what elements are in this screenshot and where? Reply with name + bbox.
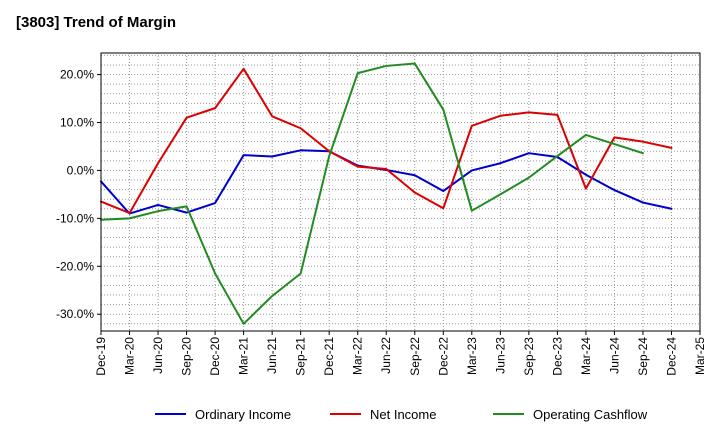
x-tick-label: Dec-22	[436, 337, 450, 376]
x-tick-label: Jun-24	[607, 337, 621, 374]
x-tick-label: Jun-22	[379, 337, 393, 374]
x-tick-label: Sep-24	[636, 337, 650, 376]
y-tick-label: 0.0%	[67, 163, 95, 177]
x-tick-label: Sep-23	[522, 337, 536, 376]
x-tick-label: Mar-22	[351, 337, 365, 375]
x-tick-label: Dec-20	[208, 337, 222, 376]
series-line-net-income	[100, 67, 673, 215]
x-axis: Dec-19 Mar-20 Jun-20 Sep-20 Dec-20 Mar-21 Jun-…	[94, 331, 707, 376]
y-tick-label: -10.0%	[56, 211, 94, 225]
plot-frame	[100, 52, 701, 332]
x-tick-label: Jun-23	[493, 337, 507, 374]
x-tick-label: Sep-22	[408, 337, 422, 376]
x-tick-label: Mar-23	[465, 337, 479, 375]
x-tick-label: Mar-25	[693, 337, 707, 375]
legend: Ordinary Income Net Income Operating Cashf…	[155, 407, 648, 422]
x-tick-label: Sep-21	[294, 337, 308, 376]
grid-lines	[100, 53, 701, 331]
x-tick-label: Dec-23	[550, 337, 564, 376]
x-tick-label: Mar-21	[237, 337, 251, 375]
y-tick-label: -20.0%	[56, 259, 94, 273]
series-lines	[100, 62, 673, 325]
x-tick-label: Mar-24	[579, 337, 593, 375]
x-tick-label: Sep-20	[180, 337, 194, 376]
x-tick-label: Dec-24	[664, 337, 678, 376]
plot-area	[101, 53, 700, 331]
x-tick-label: Dec-19	[94, 337, 108, 376]
y-tick-label: -30.0%	[56, 307, 94, 321]
x-tick-label: Dec-21	[322, 337, 336, 376]
y-axis: 20.0% 10.0% 0.0% -10.0% -20.0% -30.0%	[56, 68, 101, 321]
x-tick-label: Mar-20	[123, 337, 137, 375]
x-tick-label: Jun-21	[265, 337, 279, 374]
legend-label: Net Income	[370, 407, 436, 422]
series-line-operating-cashflow	[100, 62, 644, 325]
x-tick-label: Jun-20	[151, 337, 165, 374]
legend-label: Operating Cashflow	[533, 407, 648, 422]
y-tick-label: 10.0%	[60, 116, 94, 130]
y-tick-label: 20.0%	[60, 68, 94, 82]
legend-label: Ordinary Income	[195, 407, 291, 422]
chart-title: [3803] Trend of Margin	[16, 14, 177, 31]
